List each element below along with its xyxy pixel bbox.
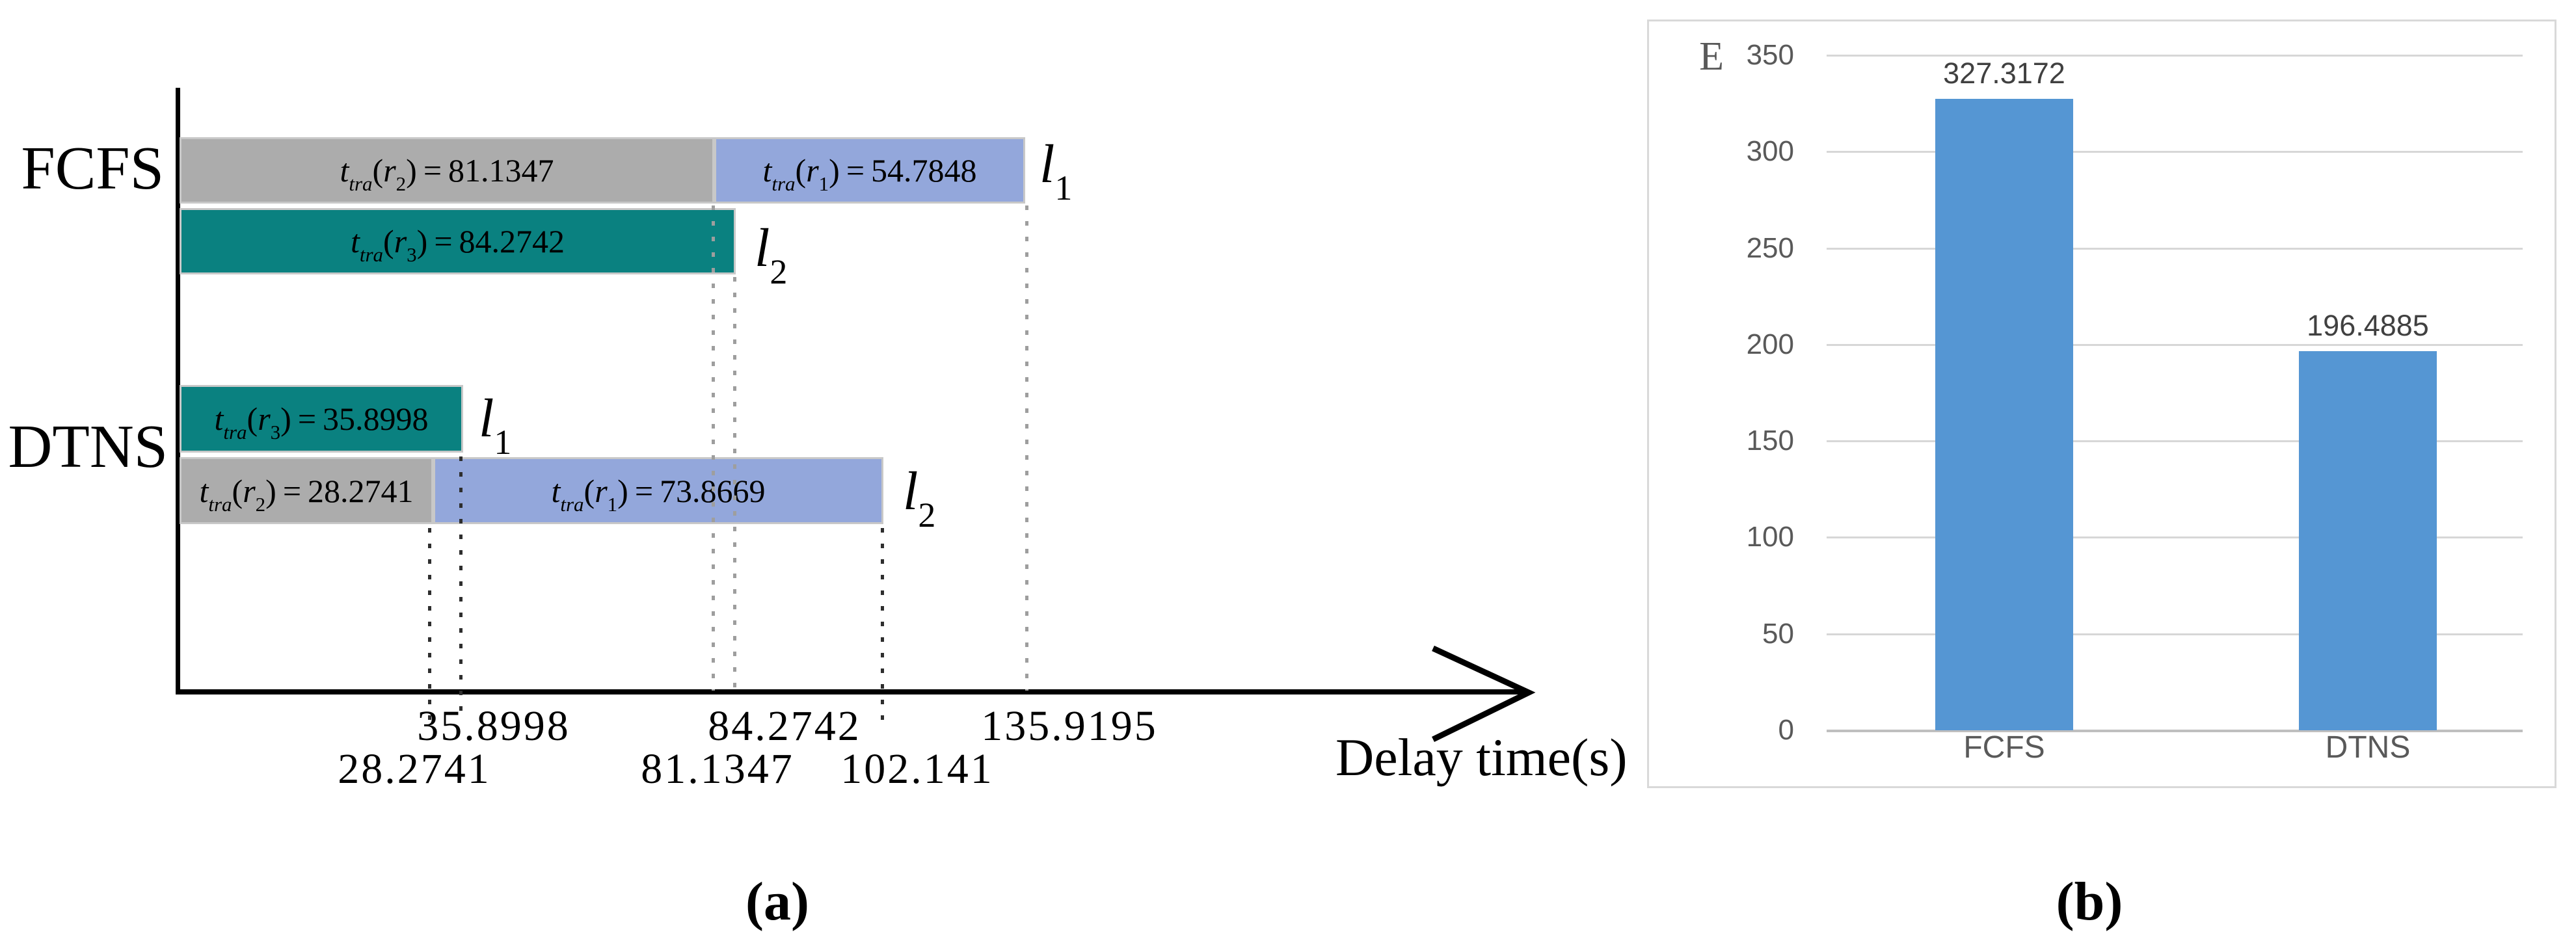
bar-value-label: 196.4885 xyxy=(2307,309,2429,343)
y-tick-label: 150 xyxy=(1746,425,1794,457)
bar-segment-dtns-l2-r1: ttra(r1) = 73.8669 xyxy=(433,457,883,524)
y-tick-label: 300 xyxy=(1746,135,1794,168)
x-tick-label: 28.2741 xyxy=(338,745,491,793)
panel-a-x-axis-line xyxy=(176,689,1522,694)
x-tick-label: 81.1347 xyxy=(641,745,794,793)
x-tick-label: 135.9195 xyxy=(981,702,1158,750)
category-label-dtns: DTNS xyxy=(2325,730,2411,765)
caption-a: (a) xyxy=(745,871,809,932)
bar-dtns xyxy=(2299,351,2437,730)
x-axis-title: Delay time(s) xyxy=(1335,728,1628,787)
lane-label-l1: l1 xyxy=(1040,134,1073,207)
category-label-fcfs: FCFS xyxy=(1963,730,2045,765)
y-tick-label: 50 xyxy=(1762,617,1794,650)
bar-segment-fcfs-l1-r1: ttra(r1) = 54.7848 xyxy=(714,137,1025,204)
bar-fcfs xyxy=(1935,99,2073,730)
x-tick-label: 84.2742 xyxy=(708,702,861,750)
y-tick-label: 0 xyxy=(1778,714,1794,746)
lane-label-l2: l2 xyxy=(755,218,788,291)
gridline-350 xyxy=(1827,54,2523,57)
bar-value-label: 327.3172 xyxy=(1943,57,2065,90)
caption-b: (b) xyxy=(2056,871,2123,932)
x-tick-label: 102.141 xyxy=(840,745,994,793)
dotted-guide-line xyxy=(881,528,884,721)
gridline-300 xyxy=(1827,151,2523,153)
y-tick-label: 100 xyxy=(1746,521,1794,553)
gridline-150 xyxy=(1827,440,2523,443)
x-axis-arrow-icon xyxy=(1432,645,1536,743)
gridline-0 xyxy=(1827,730,2523,732)
dotted-guide-line xyxy=(428,528,431,721)
bar-segment-dtns-l2-r2: ttra(r2) = 28.2741 xyxy=(180,457,433,524)
dotted-guide-line xyxy=(459,456,463,721)
row-label-fcfs: FCFS xyxy=(21,135,164,202)
panel-a-y-axis-line xyxy=(176,88,180,694)
lane-label-l1: l1 xyxy=(479,388,512,462)
lane-label-l2: l2 xyxy=(903,461,936,535)
gridline-50 xyxy=(1827,633,2523,635)
dotted-guide-line xyxy=(712,205,715,691)
gridline-100 xyxy=(1827,536,2523,539)
bar-segment-fcfs-l2-r3: ttra(r3) = 84.2742 xyxy=(180,208,736,274)
y-tick-label: 350 xyxy=(1746,38,1794,71)
row-label-dtns: DTNS xyxy=(8,413,168,481)
bar-segment-dtns-l1-r3: ttra(r3) = 35.8998 xyxy=(180,385,463,453)
bar-segment-fcfs-l1-r2: ttra(r2) = 81.1347 xyxy=(180,137,714,204)
gridline-250 xyxy=(1827,247,2523,250)
gridline-200 xyxy=(1827,343,2523,346)
dotted-guide-line xyxy=(733,277,736,691)
dotted-guide-line xyxy=(1025,205,1028,691)
y-tick-label: 200 xyxy=(1746,328,1794,360)
y-tick-label: 250 xyxy=(1746,231,1794,264)
x-tick-label: 35.8998 xyxy=(417,702,570,750)
y-axis-title-e: E xyxy=(1699,34,1724,79)
